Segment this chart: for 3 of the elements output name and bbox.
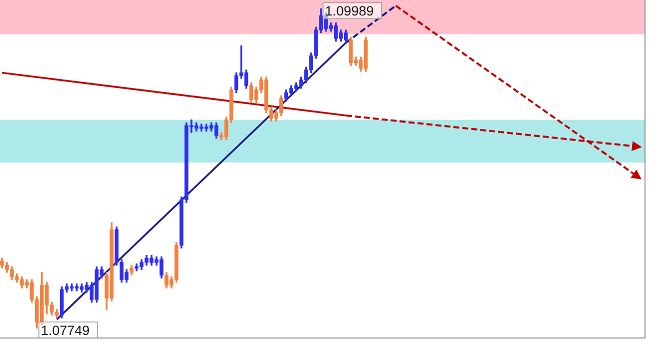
candlestick [130,264,134,276]
annotation: 1.09989 [325,4,374,19]
annotation: 1.07749 [40,323,90,338]
